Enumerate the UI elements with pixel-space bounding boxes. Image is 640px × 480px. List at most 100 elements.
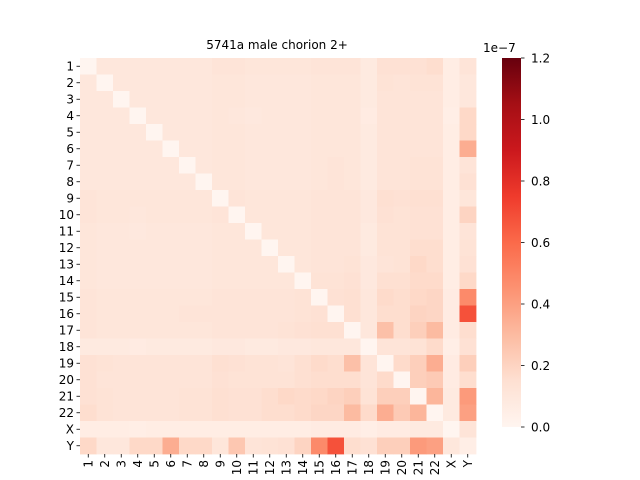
y-tick-label: 22 [59,406,74,420]
heatmap-cell-21-18 [360,388,378,405]
heatmap-cell-11-18 [360,223,378,240]
heatmap-cell-14-20 [393,272,411,290]
heatmap-cell-11-3 [113,223,130,240]
heatmap-cell-7-4 [129,157,147,174]
heatmap-cell-1-18 [360,58,378,75]
y-tick-label: X [66,423,74,437]
heatmap-cell-6-22 [426,140,444,158]
heatmap-cell-2-10 [228,74,246,92]
heatmap-cell-15-21 [410,289,427,306]
heatmap-cell-19-6 [162,355,180,372]
heatmap-cell-6-11 [245,140,262,158]
heatmap-cell-22-17 [344,404,361,422]
heatmap-cell-18-2 [96,338,114,356]
heatmap-cell-14-14 [294,272,312,290]
heatmap-cell-8-16 [327,173,345,191]
y-tick-label: 8 [66,175,74,189]
colorbar-tick-label: 0.6 [531,236,550,250]
heatmap-cell-12-9 [212,239,229,257]
heatmap-cell-21-8 [195,388,213,405]
y-tick-label: 11 [59,225,74,239]
heatmap-cell-11-4 [129,223,147,240]
heatmap-cell-10-1 [80,206,97,224]
heatmap-cell-X-14 [294,421,312,438]
heatmap-cell-12-22 [426,239,444,257]
heatmap-cell-22-13 [278,404,295,422]
heatmap-cell-8-3 [113,173,130,191]
heatmap-cell-10-13 [278,206,295,224]
heatmap-cell-9-X [443,190,460,207]
x-tick-label: 1 [82,460,96,468]
heatmap-cell-16-14 [294,305,312,323]
x-tick-label: 18 [362,460,376,475]
heatmap-cell-14-3 [113,272,130,290]
heatmap-cell-4-9 [212,107,229,125]
heatmap-cell-4-5 [146,107,163,125]
heatmap-cell-1-6 [162,58,180,75]
heatmap-cell-4-20 [393,107,411,125]
heatmap-cell-15-19 [377,289,394,306]
heatmap-cell-18-4 [129,338,147,356]
x-tick-label: 9 [214,460,228,468]
heatmap-cell-15-20 [393,289,411,306]
heatmap-cell-20-1 [80,371,97,389]
heatmap-cell-21-X [443,388,460,405]
heatmap-cell-8-17 [344,173,361,191]
heatmap-cell-Y-20 [393,437,411,455]
heatmap-cell-16-4 [129,305,147,323]
heatmap-cell-19-13 [278,355,295,372]
heatmap-cell-20-6 [162,371,180,389]
heatmap-cell-7-2 [96,157,114,174]
heatmap-cell-22-4 [129,404,147,422]
heatmap-cell-15-3 [113,289,130,306]
heatmap-cell-X-21 [410,421,427,438]
heatmap-cell-6-16 [327,140,345,158]
heatmap-cell-4-2 [96,107,114,125]
heatmap-cell-22-15 [311,404,328,422]
heatmap-cell-3-22 [426,91,444,108]
heatmap-cell-4-22 [426,107,444,125]
heatmap-cell-14-13 [278,272,295,290]
heatmap-cell-20-22 [426,371,444,389]
heatmap-cell-1-5 [146,58,163,75]
heatmap-cell-Y-3 [113,437,130,455]
heatmap-cell-10-6 [162,206,180,224]
heatmap-cell-13-19 [377,256,394,273]
heatmap-cell-5-19 [377,124,394,141]
heatmap-cell-13-16 [327,256,345,273]
heatmap-cell-3-X [443,91,460,108]
y-tick-label: 21 [59,390,74,404]
heatmap-cell-7-13 [278,157,295,174]
heatmap-cell-4-7 [179,107,196,125]
heatmap-cell-8-5 [146,173,163,191]
heatmap-cell-8-1 [80,173,97,191]
heatmap-cell-21-1 [80,388,97,405]
heatmap-cell-18-16 [327,338,345,356]
heatmap-cell-2-21 [410,74,427,92]
heatmap-cell-Y-4 [129,437,147,455]
heatmap-cell-X-15 [311,421,328,438]
heatmap-cell-16-Y [459,305,477,323]
heatmap-cell-19-20 [393,355,411,372]
heatmap-cell-16-7 [179,305,196,323]
heatmap-cell-2-18 [360,74,378,92]
heatmap-cell-21-19 [377,388,394,405]
heatmap-cell-20-10 [228,371,246,389]
heatmap-cell-18-7 [179,338,196,356]
heatmap-cell-6-9 [212,140,229,158]
heatmap-cell-X-13 [278,421,295,438]
heatmap-cell-20-13 [278,371,295,389]
heatmap-cell-6-1 [80,140,97,158]
heatmap-cell-17-12 [261,322,279,339]
heatmap-cell-14-9 [212,272,229,290]
x-tick-label: X [445,460,459,468]
heatmap-cell-18-1 [80,338,97,356]
y-tick-label: 6 [66,142,74,156]
heatmap-cell-9-1 [80,190,97,207]
heatmap-cell-5-5 [146,124,163,141]
heatmap-cell-4-6 [162,107,180,125]
heatmap-cell-X-Y [459,421,477,438]
heatmap-cell-14-10 [228,272,246,290]
heatmap-cell-2-15 [311,74,328,92]
heatmap-cell-1-16 [327,58,345,75]
